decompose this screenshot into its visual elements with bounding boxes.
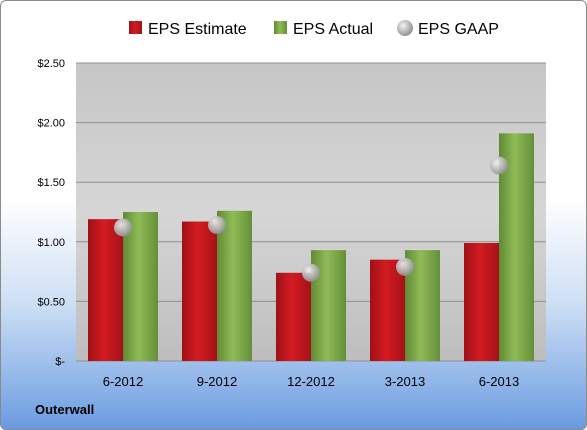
legend-label-gaap: EPS GAAP [418, 21, 499, 38]
estimate-bar [88, 219, 123, 361]
legend-swatch-actual [274, 21, 287, 34]
company-label: Outerwall [35, 402, 95, 417]
y-tick-label: $2.00 [37, 118, 65, 130]
actual-bar [217, 210, 252, 361]
y-tick-label: $- [55, 356, 65, 368]
x-tick-label: 12-2012 [287, 374, 335, 389]
y-tick-label: $1.00 [37, 237, 65, 249]
estimate-bar [182, 221, 217, 361]
estimate-bar [464, 242, 499, 361]
y-axis-tick-labels: $- $0.50 $1.00 $1.50 $2.00 $2.50 [37, 58, 65, 368]
legend-swatch-estimate [129, 21, 142, 34]
gaap-marker [302, 263, 320, 282]
estimate-bar [370, 259, 405, 361]
gaap-marker [208, 216, 226, 235]
x-tick-label: 6-2012 [103, 374, 143, 389]
y-tick-label: $0.50 [37, 296, 65, 308]
gaap-marker [396, 257, 414, 276]
y-tick-label: $1.50 [37, 177, 65, 189]
x-axis-tick-labels: 6-2012 9-2012 12-2012 3-2013 6-2013 [103, 374, 519, 389]
bars [88, 133, 534, 361]
legend-marker-gaap [397, 20, 413, 36]
gaap-marker [114, 218, 132, 237]
x-tick-label: 3-2013 [385, 374, 425, 389]
y-tick-label: $2.50 [37, 58, 65, 70]
gaap-markers [114, 156, 508, 282]
legend-label-estimate: EPS Estimate [148, 21, 247, 38]
actual-bar [123, 212, 158, 361]
legend: EPS Estimate EPS Actual EPS GAAP [129, 20, 499, 38]
estimate-bar [276, 272, 311, 361]
x-tick-label: 6-2013 [479, 374, 519, 389]
x-tick-label: 9-2012 [197, 374, 237, 389]
gaap-marker [490, 156, 508, 175]
legend-label-actual: EPS Actual [293, 21, 373, 38]
